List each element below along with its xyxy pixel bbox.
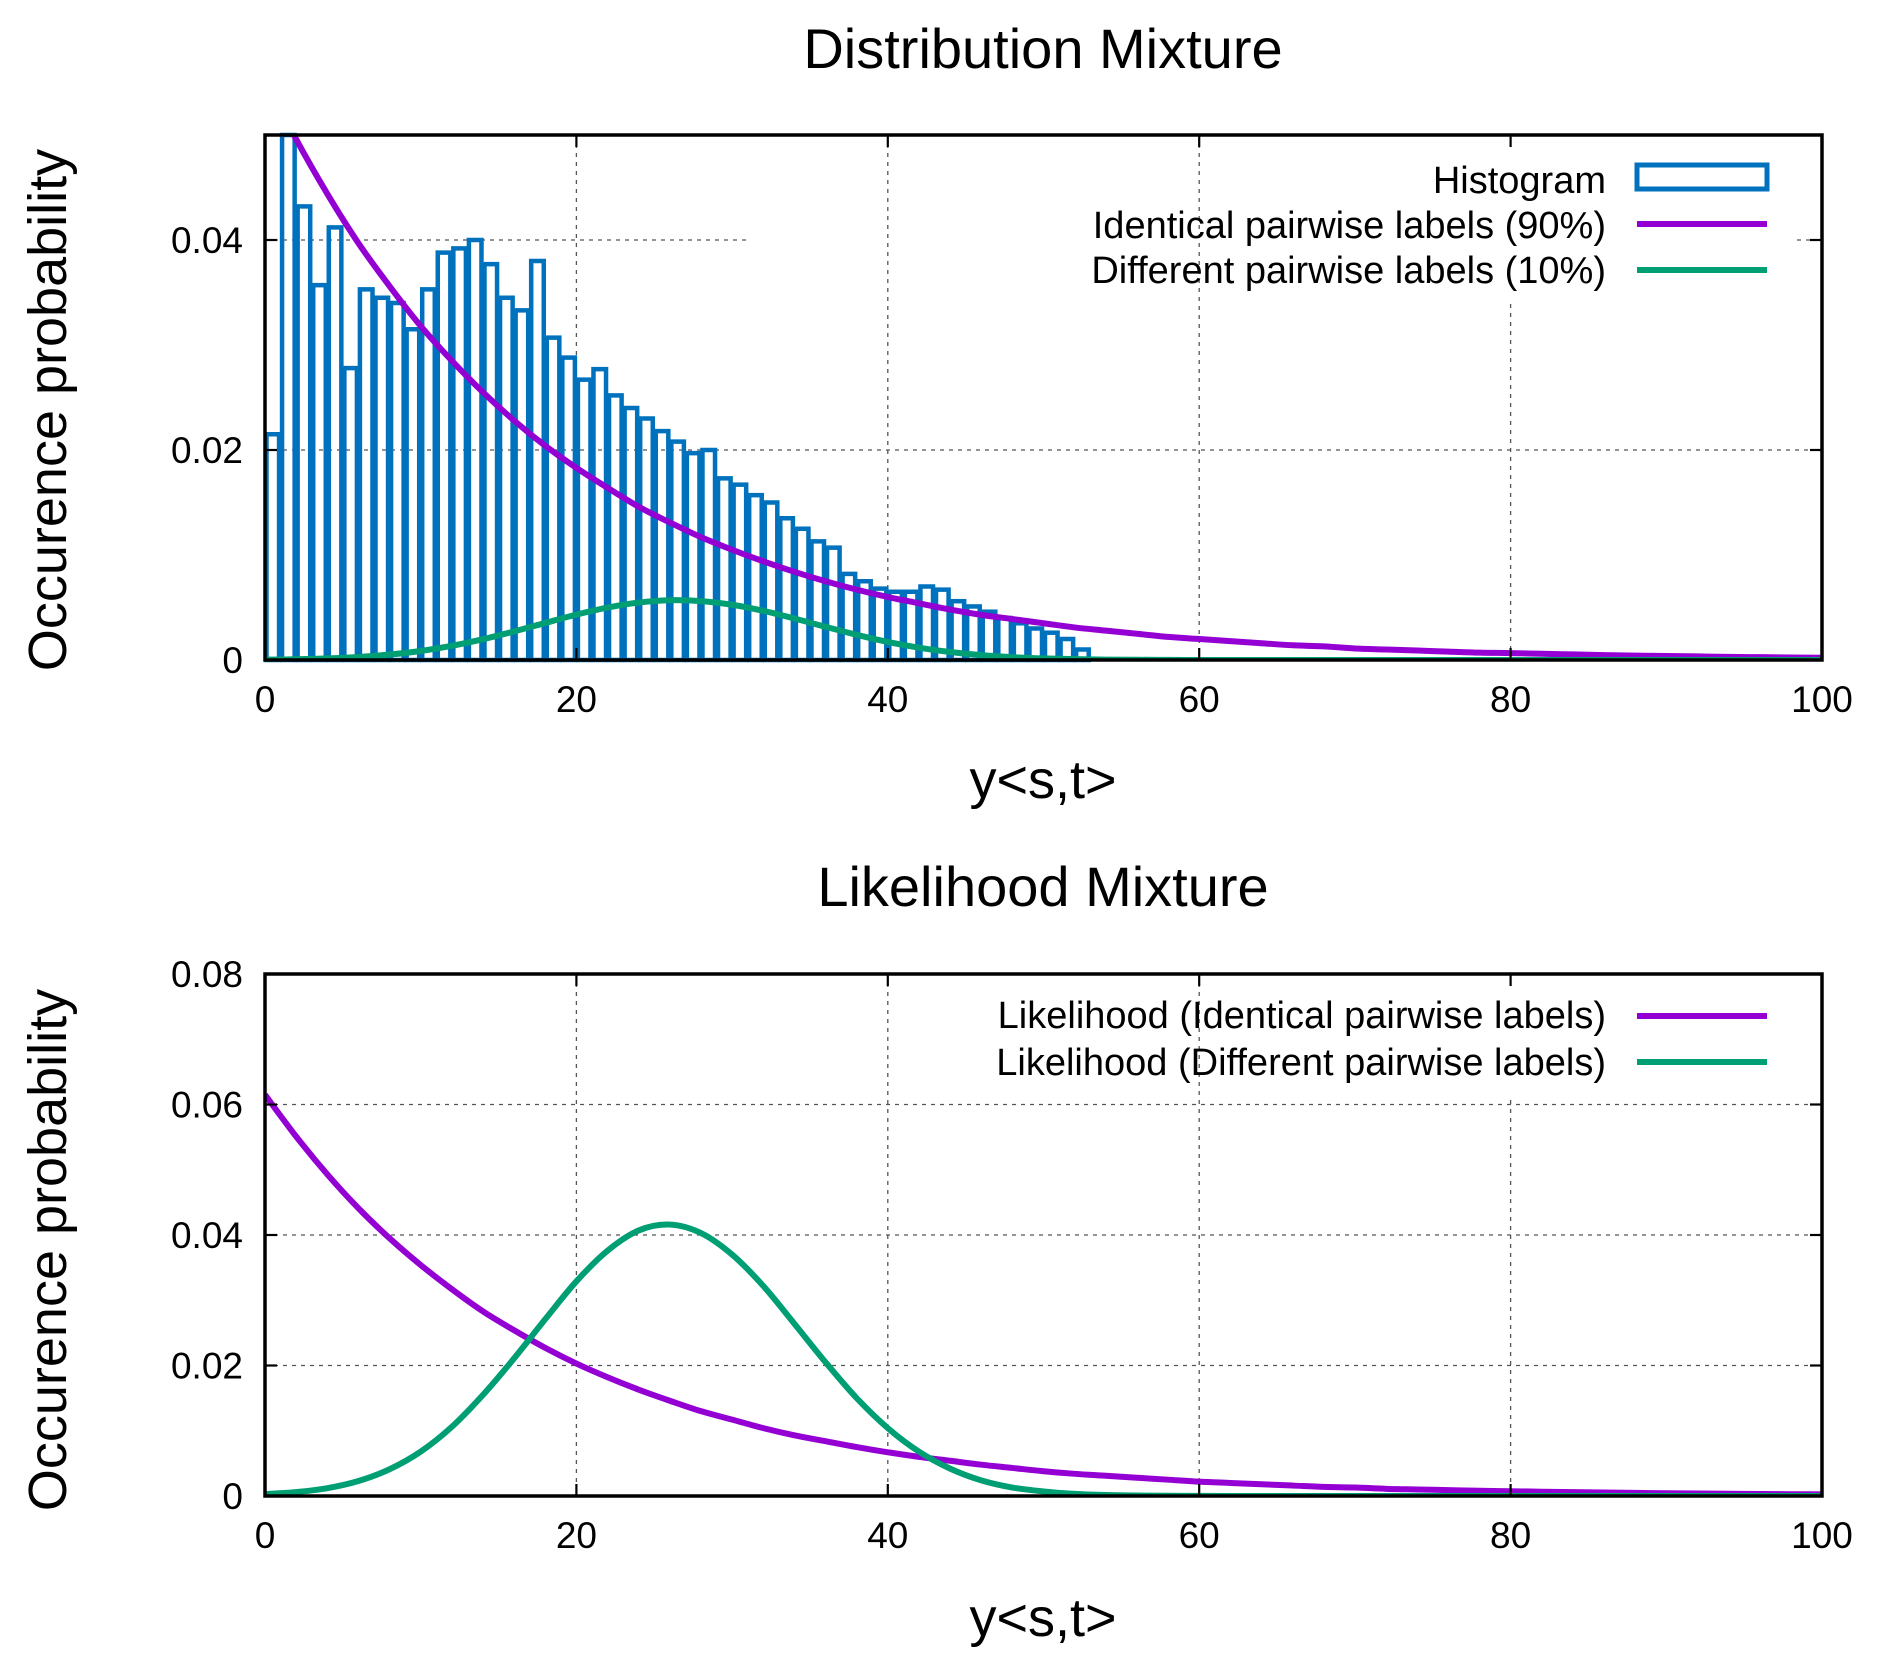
- histogram-bar: [310, 282, 329, 663]
- y-tick-label: 0.02: [171, 1346, 243, 1387]
- legend-swatch-histogram: [1634, 162, 1770, 192]
- histogram-bar: [497, 295, 515, 663]
- histogram-bar: [482, 261, 500, 663]
- legend-label-different: Likelihood (Different pairwise labels): [996, 1042, 1606, 1084]
- histogram-bars: [264, 132, 1091, 663]
- legend-label-identical: Likelihood (Identical pairwise labels): [998, 995, 1606, 1037]
- histogram-bar: [669, 439, 687, 663]
- histogram-bar: [653, 428, 671, 663]
- x-tick-label: 40: [867, 1515, 908, 1556]
- histogram-bar: [435, 250, 453, 663]
- histogram-bar: [731, 482, 749, 663]
- x-tick-label: 60: [1179, 1515, 1220, 1556]
- series-line: [290, 135, 1822, 660]
- series-line: [265, 1092, 1822, 1496]
- histogram-bar: [762, 500, 780, 663]
- histogram-bar: [591, 366, 609, 663]
- histogram-bar: [544, 335, 562, 663]
- histogram-bar: [419, 287, 438, 663]
- histogram-bar: [684, 450, 702, 663]
- chart-title: Distribution Mixture: [803, 17, 1282, 80]
- axis-ticks: 0 20 40 60 80 100 0 0.02 0.04: [171, 135, 1853, 720]
- y-tick-label: 0: [222, 1476, 243, 1517]
- series-line: [265, 1221, 1822, 1496]
- y-tick-label: 0.08: [171, 954, 243, 995]
- x-tick-label: 60: [1179, 679, 1220, 720]
- y-tick-label: 0.06: [171, 1085, 243, 1126]
- histogram-bar: [373, 295, 391, 663]
- x-tick-label: 80: [1490, 679, 1531, 720]
- legend-background: [1265, 154, 1797, 304]
- y-axis-label: Occurence probability: [18, 149, 78, 671]
- histogram-bar: [264, 432, 282, 663]
- distribution-mixture-panel: Distribution Mixture Occurence probabili…: [18, 17, 1853, 810]
- histogram-bar: [778, 516, 796, 663]
- histogram-bar: [357, 287, 375, 663]
- legend-label-different: Different pairwise labels (10%): [1091, 250, 1606, 292]
- plot-frame: [263, 972, 1824, 1498]
- histogram-bar: [606, 393, 624, 663]
- histogram-bar: [622, 405, 640, 663]
- y-tick-label: 0: [222, 640, 243, 681]
- plot-frame: [263, 133, 1824, 662]
- x-tick-label: 20: [556, 679, 597, 720]
- x-tick-label: 0: [255, 679, 276, 720]
- likelihood-mixture-panel: Likelihood Mixture Occurence probability…: [18, 855, 1853, 1648]
- series-lines: [265, 1092, 1822, 1496]
- x-tick-label: 100: [1791, 679, 1853, 720]
- histogram-bar: [404, 327, 422, 663]
- histogram-bar: [824, 545, 842, 663]
- legend-label-identical: Identical pairwise labels (90%): [1093, 205, 1606, 247]
- y-tick-label: 0.04: [171, 220, 243, 261]
- histogram-bar: [295, 204, 313, 663]
- y-axis-label: Occurence probability: [18, 989, 78, 1511]
- histogram-bar: [528, 258, 547, 663]
- histogram-bar: [715, 476, 733, 663]
- legend: Likelihood (Identical pairwise labels) L…: [996, 990, 1797, 1100]
- histogram-bar: [637, 416, 655, 663]
- x-tick-label: 80: [1490, 1515, 1531, 1556]
- histogram-bar: [746, 492, 764, 663]
- axis-ticks: 0 20 40 60 80 100 0 0.02 0.04 0.06 0.08: [171, 954, 1853, 1556]
- x-axis-label: y<s,t>: [969, 750, 1116, 810]
- x-tick-label: 100: [1791, 1515, 1853, 1556]
- histogram-bar: [513, 308, 531, 663]
- legend-background: [1265, 990, 1797, 1100]
- chart-title: Likelihood Mixture: [817, 855, 1268, 918]
- histogram-bar: [793, 526, 811, 663]
- grid: [265, 974, 1822, 1496]
- y-tick-label: 0.04: [171, 1215, 243, 1256]
- x-axis-label: y<s,t>: [969, 1588, 1116, 1648]
- y-tick-label: 0.02: [171, 430, 243, 471]
- histogram-bar: [451, 246, 469, 663]
- x-tick-label: 20: [556, 1515, 597, 1556]
- legend: Histogram Identical pairwise labels (90%…: [1091, 154, 1797, 304]
- histogram-bar: [342, 365, 360, 663]
- x-tick-label: 40: [867, 679, 908, 720]
- histogram-bar: [700, 447, 718, 663]
- histogram-bar: [575, 377, 593, 663]
- histogram-bar: [809, 539, 827, 663]
- histogram-bar: [279, 132, 297, 663]
- histogram-bar: [326, 225, 344, 663]
- histogram-bar: [388, 300, 406, 663]
- legend-label-histogram: Histogram: [1433, 160, 1606, 202]
- x-tick-label: 0: [255, 1515, 276, 1556]
